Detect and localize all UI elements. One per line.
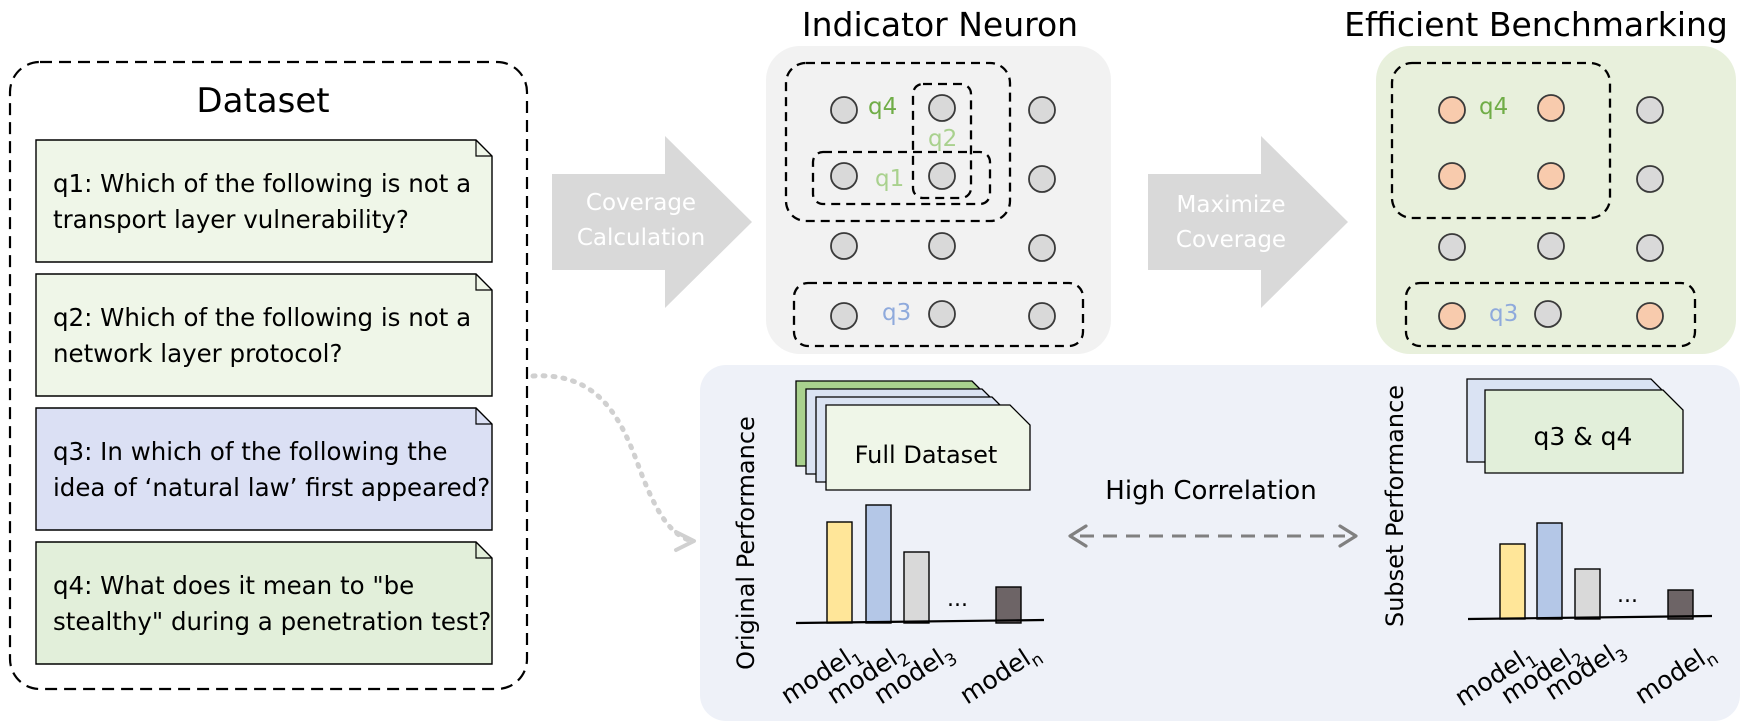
neuron bbox=[1438, 233, 1466, 261]
question-text-q2-line2: network layer protocol? bbox=[53, 339, 342, 368]
maximize-arrow-label-line1: Maximize bbox=[1177, 192, 1286, 218]
indicator-neuron-panel bbox=[766, 46, 1111, 354]
q1-coverage-region bbox=[811, 150, 992, 206]
neuron bbox=[1028, 96, 1056, 124]
q2-coverage-region bbox=[911, 82, 973, 200]
neuron bbox=[1028, 165, 1056, 193]
question-text-q4-line1: q4: What does it mean to "be bbox=[53, 571, 414, 600]
efficient-neuron-grid bbox=[1438, 94, 1664, 330]
question-text-q1-line1: q1: Which of the following is not a bbox=[53, 169, 471, 198]
full-dataset-label: Full Dataset bbox=[855, 441, 998, 469]
x-axis bbox=[1467, 614, 1713, 621]
original-bar-chart: ... bbox=[795, 504, 1045, 625]
question-card-q3: q3: In which of the following the idea o… bbox=[35, 407, 493, 531]
original-performance-label: Original Performance bbox=[732, 416, 760, 670]
bar-model3 bbox=[903, 551, 930, 624]
indicator-neuron-title: Indicator Neuron bbox=[802, 5, 1078, 44]
question-text-q3-line1: q3: In which of the following the bbox=[53, 437, 447, 466]
bar-model1 bbox=[1499, 543, 1526, 620]
selected-neuron bbox=[1438, 302, 1466, 330]
neuron bbox=[1534, 300, 1562, 328]
maximize-coverage-arrow bbox=[1148, 136, 1348, 308]
subset-card-label: q3 & q4 bbox=[1534, 422, 1633, 451]
neuron bbox=[928, 300, 956, 328]
selected-neuron bbox=[1537, 94, 1565, 122]
full-dataset-card-stack: Full Dataset bbox=[795, 380, 1031, 491]
subset-bar-chart: ... bbox=[1467, 522, 1713, 621]
bar-modeln bbox=[995, 586, 1022, 624]
selected-neuron bbox=[1636, 302, 1664, 330]
question-text-q3-line2: idea of ‘natural law’ first appeared? bbox=[53, 473, 490, 502]
efficient-label-q4: q4 bbox=[1479, 94, 1508, 120]
selected-neuron bbox=[1438, 96, 1466, 124]
neuron bbox=[1537, 232, 1565, 260]
question-card-q2: q2: Which of the following is not a netw… bbox=[35, 273, 493, 397]
efficient-q3-region bbox=[1404, 281, 1697, 348]
efficient-benchmarking-title: Efficient Benchmarking bbox=[1344, 5, 1728, 44]
coverage-arrow-label-line1: Coverage bbox=[586, 190, 696, 216]
question-card-q4: q4: What does it mean to "be stealthy" d… bbox=[35, 541, 493, 665]
coverage-calculation-arrow bbox=[552, 136, 752, 308]
coverage-arrow-label-line2: Calculation bbox=[577, 225, 705, 251]
efficient-q4-region bbox=[1390, 61, 1612, 220]
dotted-connector bbox=[530, 373, 695, 544]
neuron bbox=[1636, 234, 1664, 262]
neuron bbox=[1636, 96, 1664, 124]
indicator-label-q1: q1 bbox=[875, 166, 904, 192]
neuron bbox=[1028, 234, 1056, 262]
neuron bbox=[830, 232, 858, 260]
neuron bbox=[830, 302, 858, 330]
chart-ellipsis: ... bbox=[947, 587, 968, 612]
neuron bbox=[830, 96, 858, 124]
dataset-title: Dataset bbox=[196, 81, 329, 121]
neuron bbox=[830, 162, 858, 190]
indicator-label-q3: q3 bbox=[882, 300, 911, 326]
q4-coverage-region bbox=[784, 61, 1012, 223]
neuron bbox=[1636, 165, 1664, 193]
indicator-label-q2: q2 bbox=[928, 126, 957, 152]
bar-model2 bbox=[1536, 522, 1563, 620]
efficient-label-q3: q3 bbox=[1489, 301, 1518, 327]
selected-neuron bbox=[1537, 162, 1565, 190]
question-card-q1: q1: Which of the following is not a tran… bbox=[35, 139, 493, 263]
correlation-arrowhead-left bbox=[1068, 524, 1088, 548]
indicator-label-q4: q4 bbox=[868, 94, 897, 120]
selected-neuron bbox=[1438, 162, 1466, 190]
question-text-q2-line1: q2: Which of the following is not a bbox=[53, 303, 471, 332]
bar-model2 bbox=[865, 504, 892, 624]
correlation-arrowhead-right bbox=[1338, 524, 1358, 548]
neuron bbox=[928, 94, 956, 122]
neuron bbox=[1028, 302, 1056, 330]
subset-performance-label: Subset Performance bbox=[1381, 385, 1409, 627]
q3-coverage-region bbox=[792, 281, 1085, 348]
maximize-arrow-label-line2: Coverage bbox=[1176, 227, 1286, 253]
x-axis bbox=[795, 618, 1045, 625]
neuron bbox=[928, 162, 956, 190]
bar-model3 bbox=[1574, 568, 1601, 620]
dotted-connector-arrowhead bbox=[674, 530, 696, 552]
bar-modeln bbox=[1667, 589, 1694, 620]
high-correlation-label: High Correlation bbox=[1105, 476, 1316, 506]
indicator-neuron-grid bbox=[830, 94, 1056, 330]
question-text-q4-line2: stealthy" during a penetration test? bbox=[53, 607, 491, 636]
question-text-q1-line2: transport layer vulnerability? bbox=[53, 205, 409, 234]
subset-card-stack: q3 & q4 bbox=[1466, 378, 1684, 474]
chart-ellipsis: ... bbox=[1617, 583, 1638, 608]
bar-model1 bbox=[826, 521, 853, 624]
neuron bbox=[928, 232, 956, 260]
